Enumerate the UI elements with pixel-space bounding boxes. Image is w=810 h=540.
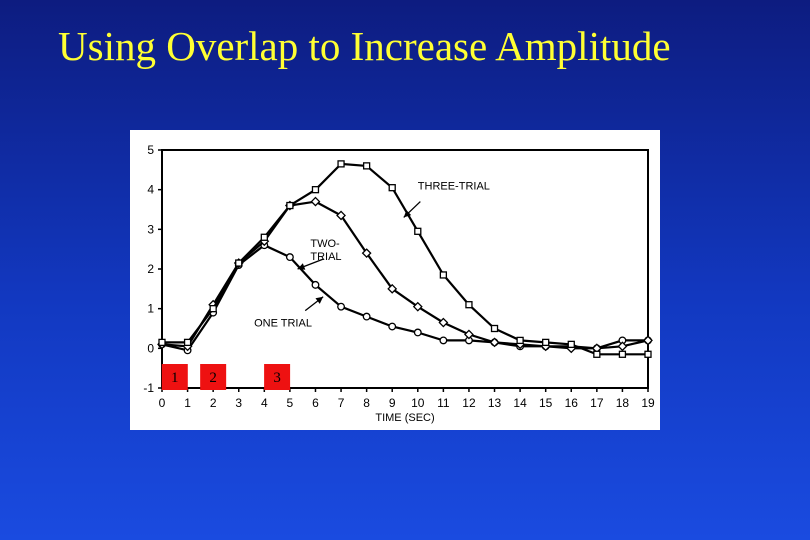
point-three-trial-8 (362, 162, 371, 170)
x-tick-label-16: 16 (565, 396, 579, 410)
trial-marker-1 (161, 364, 188, 390)
point-three-trial-9 (388, 184, 396, 192)
y-tick-label-3: 3 (147, 222, 154, 236)
y-tick-label-5: 5 (147, 143, 154, 157)
point-three-trial-13 (490, 324, 499, 333)
point-three-trial-7 (337, 160, 345, 168)
point-two-trial-19 (643, 335, 653, 346)
point-three-trial-0 (158, 338, 166, 347)
point-one-trial-11 (439, 336, 448, 345)
annotation-arrowhead-one-trial (315, 296, 324, 304)
point-three-trial-12 (465, 301, 473, 309)
point-two-trial-12 (464, 329, 474, 340)
point-one-trial-8 (362, 312, 371, 321)
x-tick-label-0: 0 (159, 396, 166, 410)
trial-marker-label-3: 3 (273, 370, 281, 386)
point-two-trial-8 (361, 248, 372, 259)
x-tick-label-8: 8 (363, 396, 370, 410)
trial-marker-2 (200, 364, 227, 390)
y-tick-label-0: 0 (147, 341, 154, 355)
y-tick-label-4: 4 (147, 183, 154, 197)
point-three-trial-1 (183, 338, 192, 347)
annotation-arrowhead-three-trial (403, 210, 412, 218)
x-axis-title: TIME (SEC) (375, 412, 434, 424)
x-tick-label-2: 2 (210, 396, 217, 410)
x-tick-label-14: 14 (513, 396, 527, 410)
point-three-trial-3 (235, 259, 243, 267)
series-line-two-trial (161, 200, 649, 350)
x-tick-label-9: 9 (389, 396, 396, 410)
point-two-trial-9 (387, 283, 398, 294)
x-tick-label-13: 13 (488, 396, 502, 410)
x-tick-label-12: 12 (462, 396, 476, 410)
x-tick-label-6: 6 (312, 396, 319, 410)
y-tick-label-2: 2 (147, 262, 154, 276)
annotation-two-trial-line-0: TWO- (310, 238, 340, 250)
x-tick-label-4: 4 (261, 396, 268, 410)
x-tick-label-3: 3 (235, 396, 242, 410)
annotation-two-trial-line-1: TRIAL (310, 251, 341, 263)
point-three-trial-16 (567, 340, 575, 349)
point-three-trial-5 (286, 201, 294, 210)
y-tick-label-1: 1 (147, 302, 154, 316)
point-two-trial-13 (489, 337, 500, 348)
point-one-trial-7 (337, 302, 346, 311)
point-two-trial-7 (336, 210, 346, 221)
slide-title: Using Overlap to Increase Amplitude (58, 23, 671, 69)
point-three-trial-19 (644, 350, 652, 358)
x-tick-label-7: 7 (338, 396, 345, 410)
point-one-trial-9 (388, 322, 397, 331)
point-three-trial-4 (260, 233, 268, 241)
point-one-trial-6 (311, 280, 320, 289)
x-tick-label-18: 18 (616, 396, 630, 410)
point-three-trial-15 (542, 338, 550, 347)
point-two-trial-6 (310, 196, 321, 207)
point-three-trial-17 (593, 350, 601, 358)
point-three-trial-10 (414, 227, 422, 235)
point-three-trial-11 (439, 271, 448, 279)
series-line-three-trial (162, 162, 648, 356)
x-tick-label-10: 10 (411, 396, 425, 410)
trial-marker-label-2: 2 (209, 370, 217, 386)
x-tick-label-17: 17 (590, 396, 604, 410)
x-tick-label-19: 19 (641, 396, 655, 410)
y-tick-label--1: -1 (143, 381, 154, 395)
point-three-trial-6 (311, 186, 320, 194)
annotation-arrowhead-two-trial (297, 263, 306, 270)
x-tick-label-1: 1 (184, 396, 191, 410)
point-two-trial-11 (438, 317, 449, 328)
x-tick-label-5: 5 (287, 396, 294, 410)
point-three-trial-14 (516, 336, 524, 345)
annotation-one-trial-line-0: ONE TRIAL (254, 318, 312, 330)
series-line-one-trial (161, 243, 648, 352)
trial-marker-3 (264, 364, 291, 390)
x-tick-label-11: 11 (437, 396, 450, 410)
point-two-trial-18 (617, 341, 628, 352)
chart-panel: -1 0 1 2 3 4 5 0 1 2 3 4 5 6 7 8 9 10 11 12 13 14 15 16 17 18 19 TI… (130, 130, 660, 430)
annotation-three-trial-line-0: THREE-TRIAL (418, 181, 490, 193)
point-one-trial-10 (413, 328, 422, 337)
point-one-trial-5 (285, 253, 294, 262)
x-tick-label-15: 15 (539, 396, 553, 410)
trial-marker-label-1: 1 (171, 370, 179, 386)
point-three-trial-2 (209, 305, 217, 313)
point-three-trial-18 (618, 350, 627, 358)
point-two-trial-10 (412, 301, 423, 312)
